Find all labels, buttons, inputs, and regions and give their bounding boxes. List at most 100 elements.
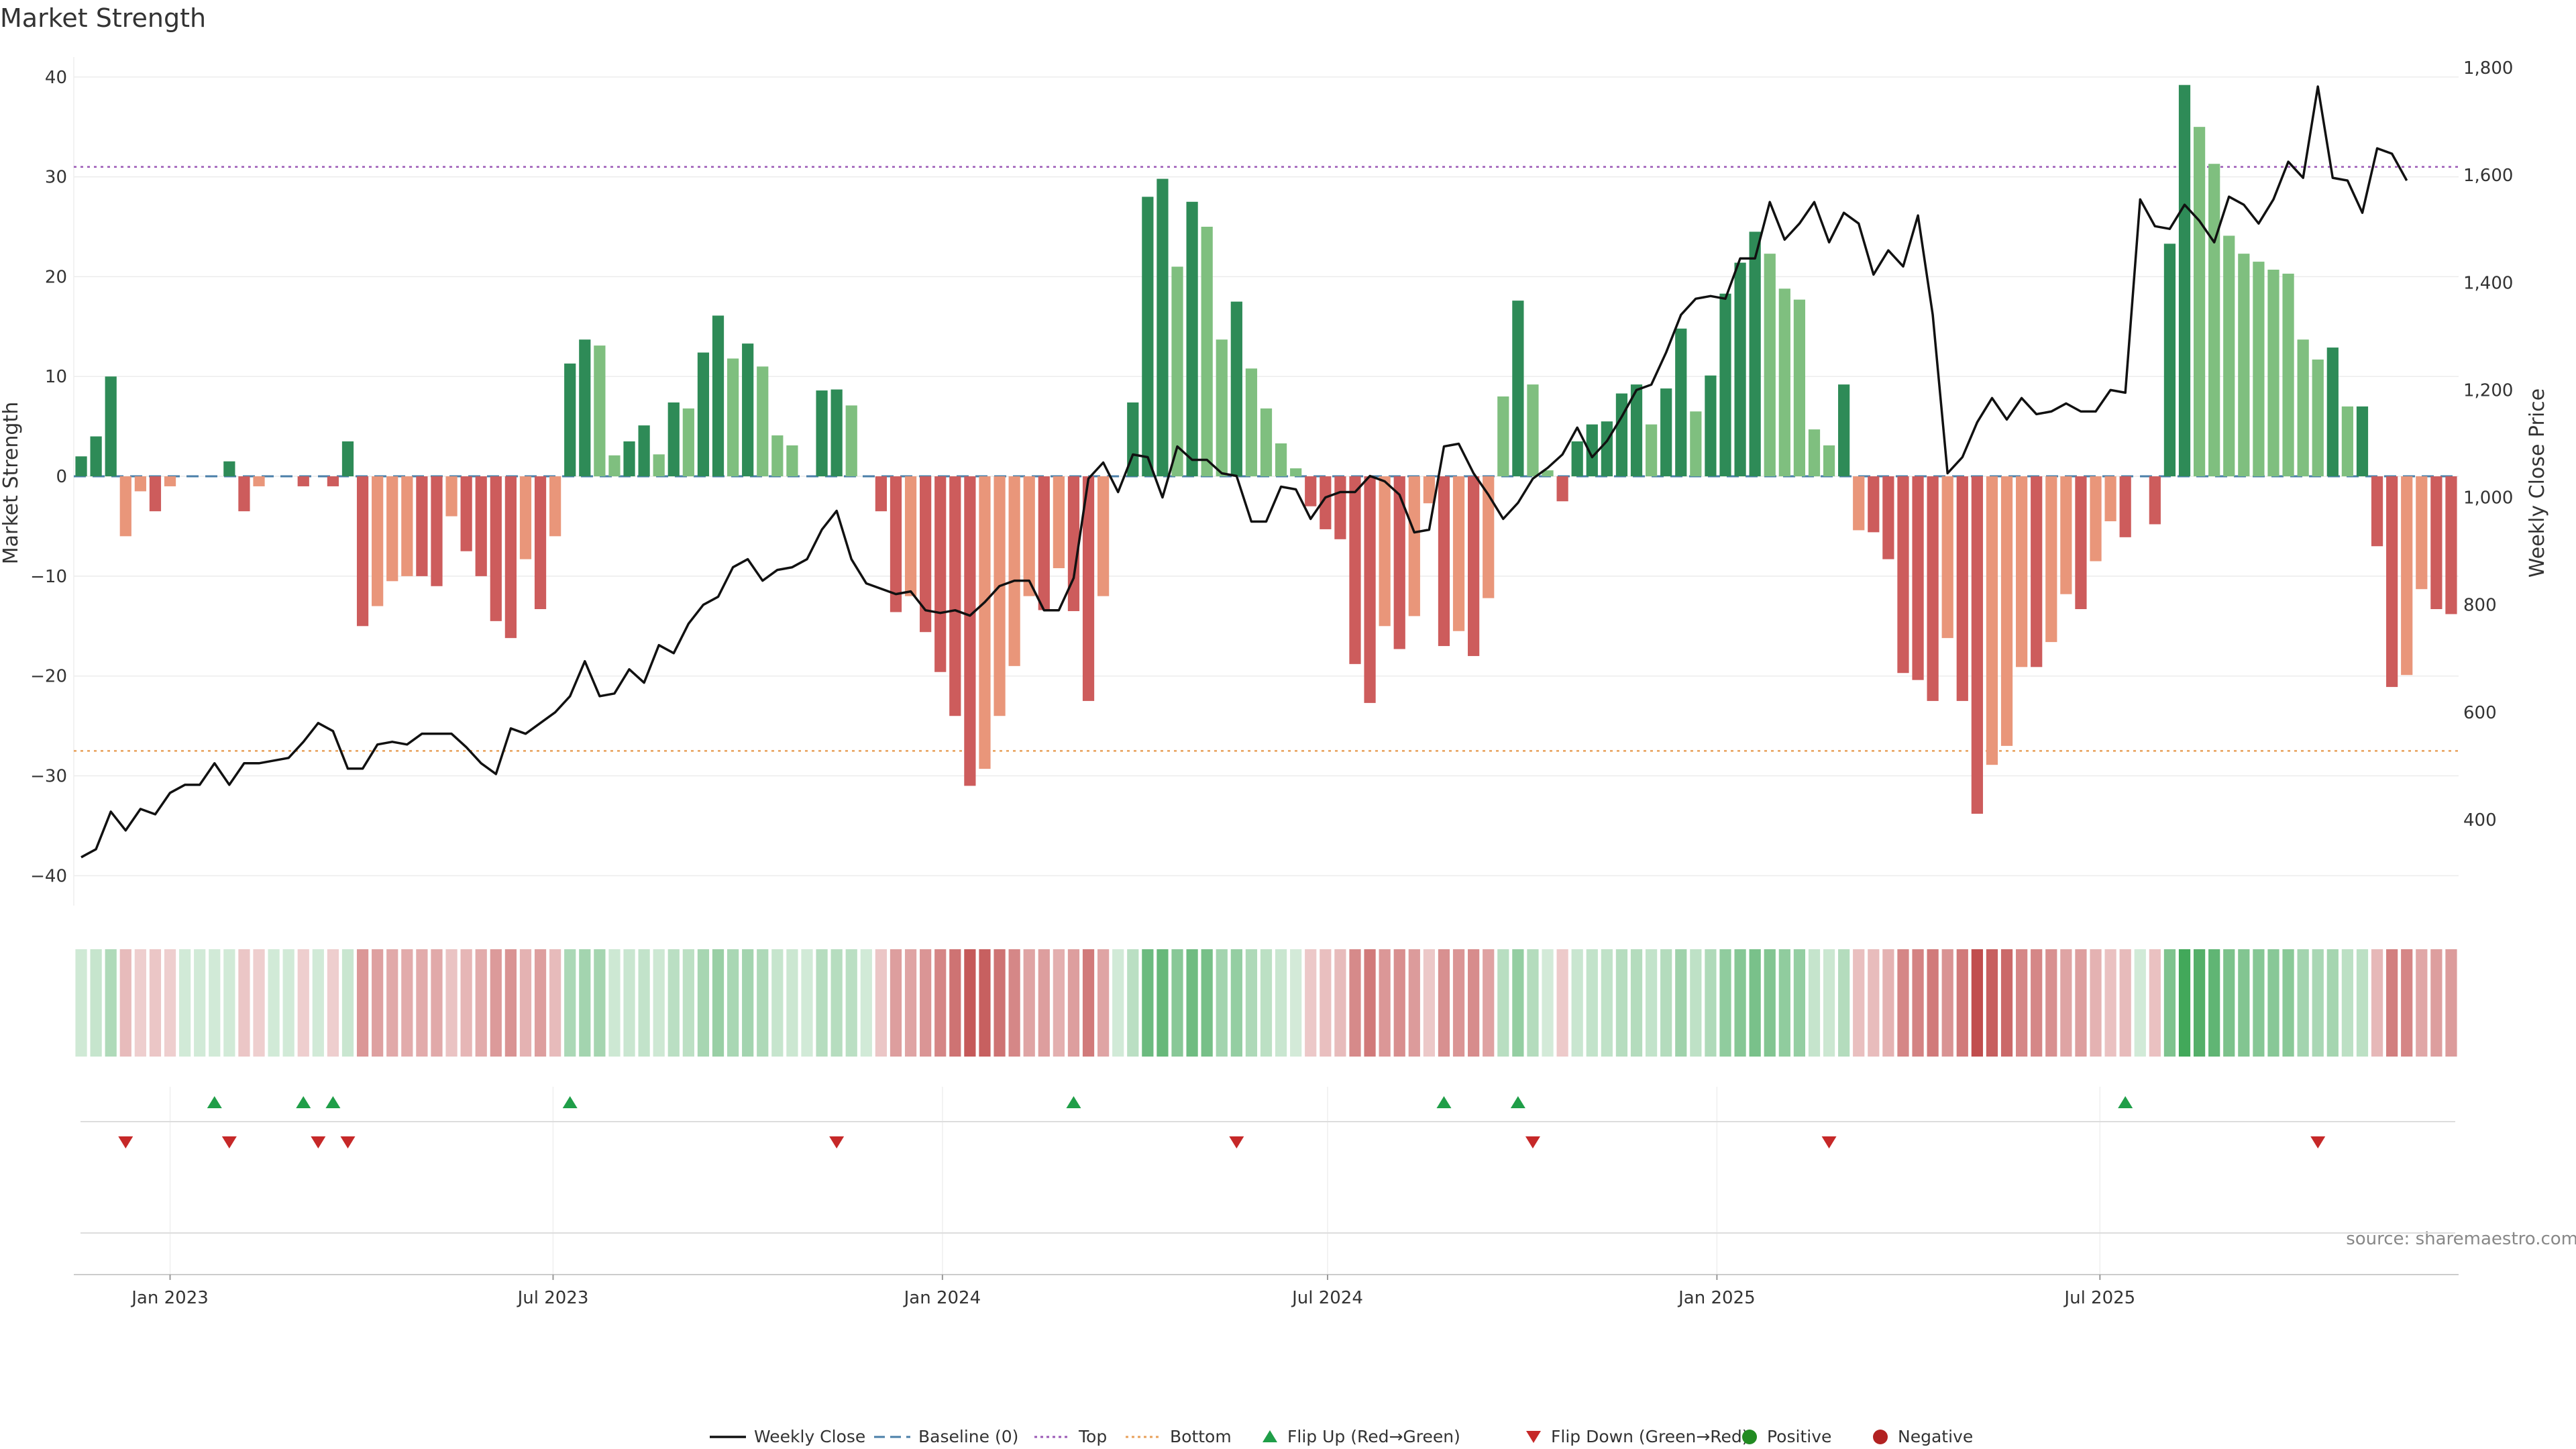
- strip-cell: [2282, 949, 2294, 1057]
- strip-cell: [1468, 949, 1480, 1057]
- strip-cell: [1320, 949, 1332, 1057]
- strip-cell: [2312, 949, 2324, 1057]
- right-axis-label: Weekly Close Price: [2526, 388, 2549, 578]
- strip-cell: [1971, 949, 1983, 1057]
- strength-bar: [667, 402, 680, 477]
- strip-cell: [2341, 949, 2354, 1057]
- strip-cell: [2386, 949, 2398, 1057]
- strip-cell: [2326, 949, 2339, 1057]
- strength-bar: [416, 476, 428, 576]
- strip-cell: [920, 949, 932, 1057]
- flip-down-marker: [1821, 1136, 1837, 1148]
- strength-bar: [1290, 468, 1302, 477]
- strip-cell: [1275, 949, 1287, 1057]
- strip-cell: [1127, 949, 1139, 1057]
- strip-cell: [1586, 949, 1598, 1057]
- strip-cell: [2445, 949, 2457, 1057]
- strength-bar: [534, 476, 547, 609]
- strength-bar: [830, 389, 843, 477]
- legend-swatch-flip-up: [1263, 1430, 1277, 1442]
- left-tick-label: −20: [30, 667, 67, 687]
- flip-down-marker: [340, 1136, 356, 1148]
- strip-cell: [416, 949, 428, 1057]
- left-axis-ticks: 40 30 20 10 0 −10 −20 −30 −40: [30, 68, 67, 887]
- strip-cell: [2193, 949, 2206, 1057]
- strip-cell: [534, 949, 547, 1057]
- strength-bar: [904, 476, 917, 596]
- strength-bar: [2104, 476, 2116, 522]
- strength-bar: [1334, 476, 1346, 539]
- strip-cell: [667, 949, 680, 1057]
- strip-cell: [1452, 949, 1465, 1057]
- flip-down-marker: [829, 1136, 845, 1148]
- strength-bar: [164, 476, 176, 486]
- strip-cell: [1749, 949, 1761, 1057]
- flip-up-marker: [1510, 1096, 1525, 1108]
- strength-bar: [1186, 201, 1198, 477]
- strength-bar: [1230, 301, 1242, 477]
- right-tick-label: 1,000: [2463, 488, 2513, 508]
- strength-bar: [1097, 476, 1110, 596]
- strip-cell: [2016, 949, 2028, 1057]
- strength-bar: [1497, 396, 1509, 477]
- legend-swatch-circle: [1873, 1430, 1888, 1444]
- strip-cell: [253, 949, 265, 1057]
- strip-cell: [964, 949, 976, 1057]
- strip-cell: [2104, 949, 2116, 1057]
- strip-cell: [623, 949, 635, 1057]
- strength-bar: [2000, 476, 2013, 746]
- strength-bar: [579, 339, 591, 477]
- strip-cell: [356, 949, 369, 1057]
- legend-swatch-circle: [1742, 1430, 1757, 1444]
- strength-bar: [1142, 197, 1154, 477]
- strip-cell: [2253, 949, 2265, 1057]
- x-tick-label: Jan 2025: [1677, 1288, 1756, 1308]
- right-tick-label: 400: [2463, 810, 2497, 830]
- strip-cell: [1556, 949, 1568, 1057]
- strip-cell: [564, 949, 576, 1057]
- strength-bar: [1305, 476, 1317, 506]
- strip-cell: [1438, 949, 1450, 1057]
- strength-bar: [519, 476, 532, 559]
- left-tick-label: 0: [56, 467, 67, 487]
- flip-up-marker: [325, 1096, 341, 1108]
- strength-bars: [75, 85, 2457, 814]
- left-tick-label: 40: [45, 68, 67, 88]
- strength-bar: [1941, 476, 1953, 639]
- strip-cell: [1734, 949, 1746, 1057]
- flip-down-marker: [221, 1136, 237, 1148]
- strip-cell: [1601, 949, 1613, 1057]
- strength-bar: [816, 390, 828, 477]
- strip-cell: [1393, 949, 1405, 1057]
- strength-bar: [341, 441, 354, 477]
- strip-cell: [2163, 949, 2176, 1057]
- strip-cell: [2416, 949, 2428, 1057]
- strip-cell: [445, 949, 458, 1057]
- strength-bar: [2386, 476, 2398, 688]
- strip-cell: [1157, 949, 1169, 1057]
- strength-bar: [1690, 411, 1702, 477]
- strength-bar: [1556, 476, 1568, 502]
- strength-bar: [356, 476, 369, 627]
- strength-bar: [2208, 164, 2220, 477]
- strength-bar: [90, 436, 102, 477]
- strength-bar: [2178, 85, 2191, 477]
- price-line-group: [80, 85, 2408, 859]
- strength-bar: [372, 476, 384, 606]
- legend-label: Flip Down (Green→Red): [1551, 1427, 1749, 1446]
- strip-cell: [638, 949, 650, 1057]
- flip-down-marker: [311, 1136, 326, 1148]
- right-tick-label: 600: [2463, 703, 2497, 723]
- strength-bar: [1320, 476, 1332, 529]
- chart-title: Market Strength: [0, 3, 206, 33]
- strength-bar: [1275, 443, 1287, 477]
- right-tick-label: 1,400: [2463, 273, 2513, 293]
- strip-cell: [890, 949, 902, 1057]
- strip-cell: [1349, 949, 1361, 1057]
- strip-cell: [1245, 949, 1258, 1057]
- strength-bar: [1749, 231, 1761, 477]
- strip-cell: [549, 949, 561, 1057]
- strip-cell: [2178, 949, 2191, 1057]
- strength-bar: [1571, 441, 1583, 477]
- strength-bar: [964, 476, 976, 786]
